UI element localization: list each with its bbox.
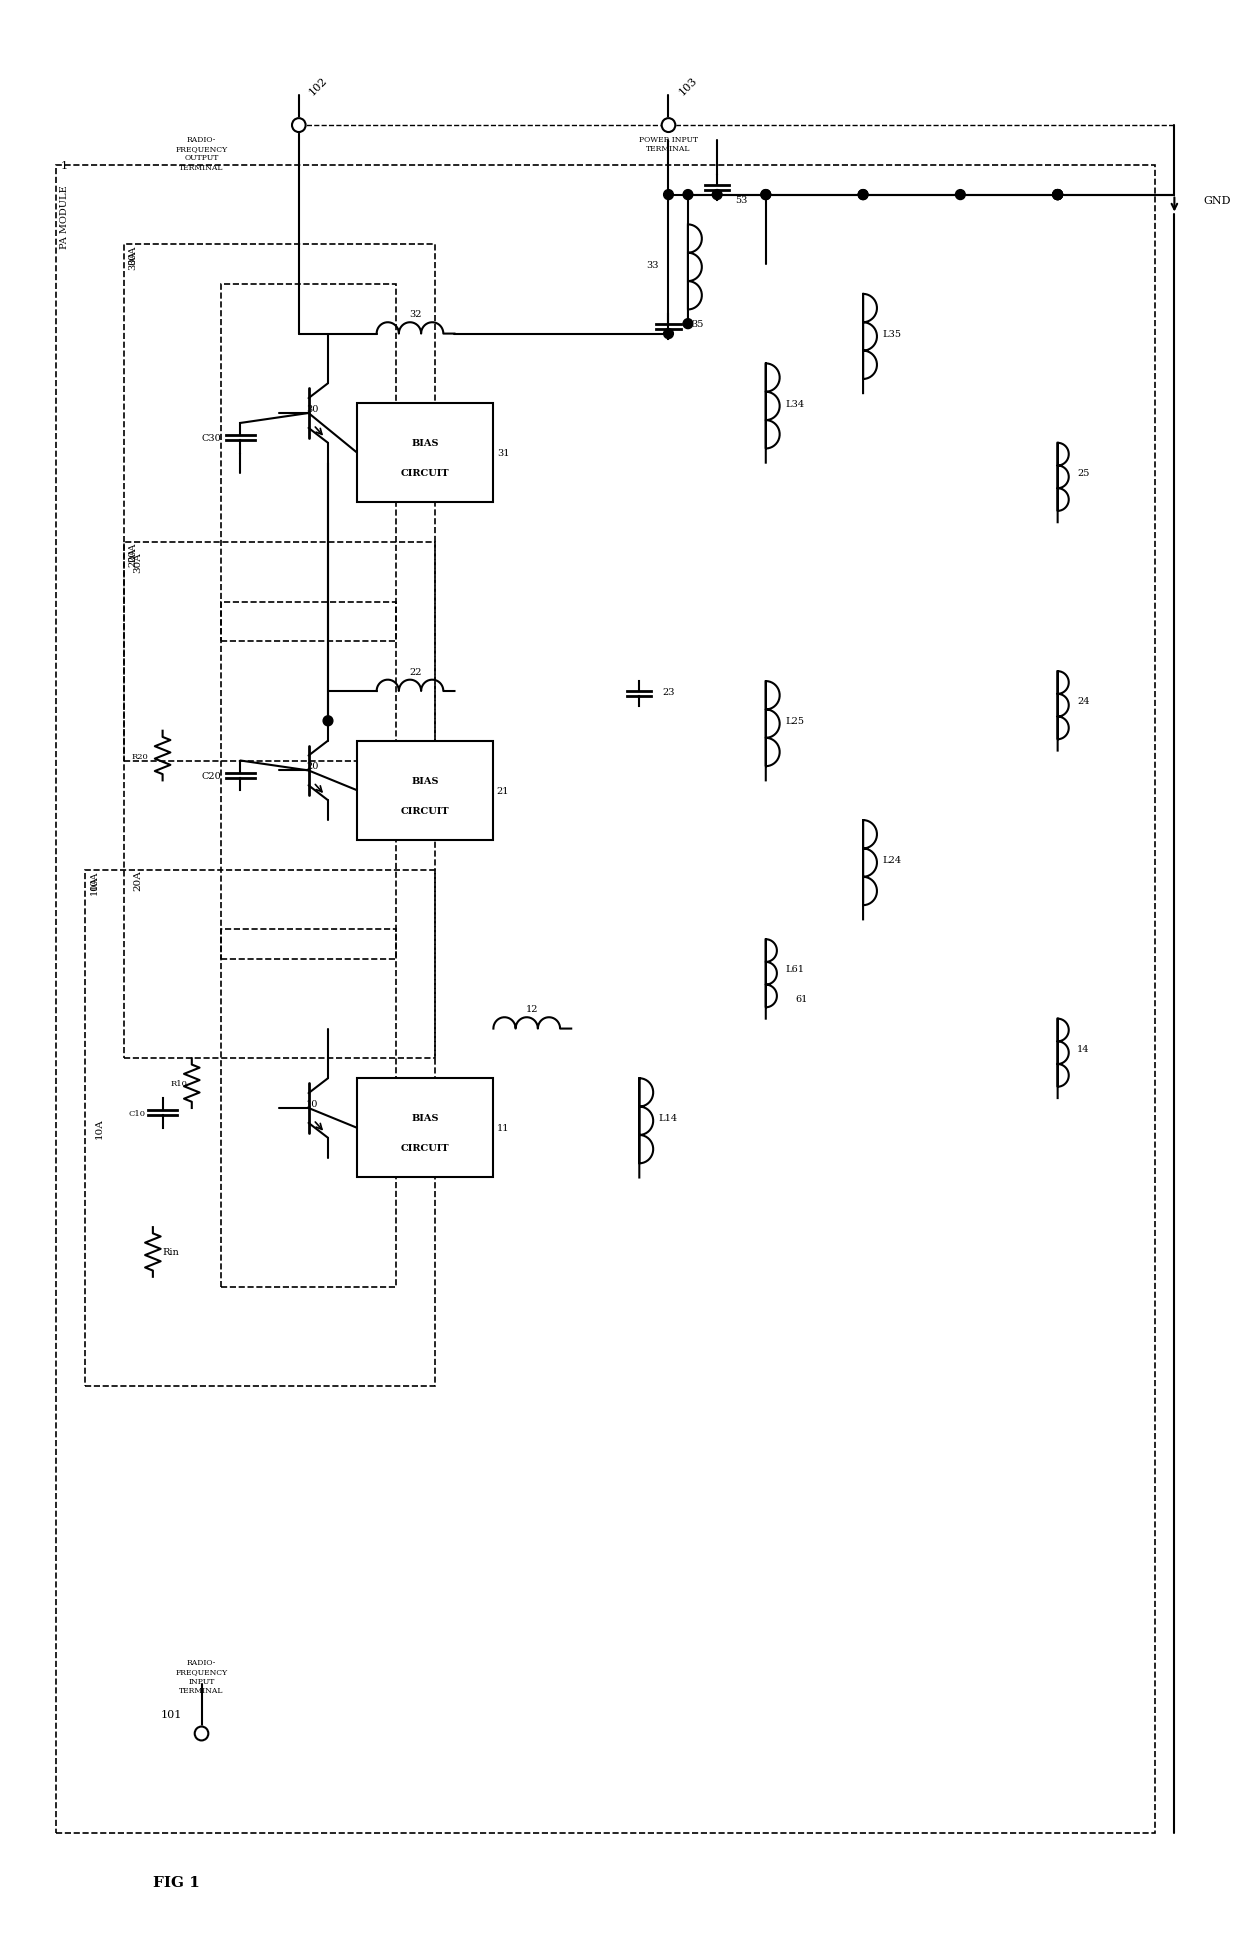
Circle shape	[663, 190, 673, 200]
Text: 22: 22	[409, 667, 422, 677]
Text: L14: L14	[658, 1113, 678, 1123]
Text: 23: 23	[662, 686, 675, 696]
Text: 32: 32	[409, 310, 422, 320]
Circle shape	[761, 190, 770, 200]
Text: 31: 31	[497, 450, 510, 458]
Circle shape	[712, 190, 722, 200]
Circle shape	[858, 190, 868, 200]
Text: 30: 30	[306, 405, 319, 413]
Text: CIRCUIT: CIRCUIT	[401, 807, 450, 814]
Circle shape	[1053, 190, 1063, 200]
Bar	[56, 165, 1154, 1832]
Text: 14: 14	[1078, 1045, 1090, 1053]
Text: C20: C20	[201, 772, 221, 781]
Text: 20A: 20A	[129, 547, 138, 566]
Text: PA MODULE: PA MODULE	[61, 186, 69, 250]
Bar	[221, 603, 396, 960]
Bar	[221, 285, 396, 642]
Bar	[357, 403, 494, 502]
Text: 30A: 30A	[129, 250, 138, 270]
Circle shape	[195, 1726, 208, 1741]
Text: 24: 24	[1078, 698, 1090, 706]
Text: 11: 11	[497, 1125, 510, 1132]
Text: 35: 35	[692, 320, 704, 330]
Circle shape	[858, 190, 868, 200]
Circle shape	[663, 330, 673, 339]
Bar	[84, 871, 435, 1386]
Bar	[221, 931, 396, 1287]
Text: 53: 53	[735, 196, 748, 206]
Text: L24: L24	[883, 855, 901, 865]
Text: 102: 102	[308, 76, 330, 97]
Circle shape	[761, 190, 770, 200]
Text: BIAS: BIAS	[412, 438, 439, 448]
Circle shape	[324, 715, 332, 727]
Bar	[357, 741, 494, 840]
Text: C10: C10	[129, 1109, 145, 1117]
Text: BIAS: BIAS	[412, 1113, 439, 1123]
Text: 30A: 30A	[134, 553, 143, 574]
Bar	[124, 543, 435, 1059]
Circle shape	[1053, 190, 1063, 200]
Text: 10A: 10A	[94, 1119, 103, 1138]
Text: L25: L25	[785, 717, 805, 725]
Text: 12: 12	[526, 1004, 538, 1014]
Text: C30: C30	[201, 434, 221, 444]
Text: R10: R10	[170, 1080, 187, 1088]
Text: 20: 20	[306, 762, 319, 770]
Text: RADIO-
FREQUENCY
INPUT
TERMINAL: RADIO- FREQUENCY INPUT TERMINAL	[175, 1658, 228, 1695]
Text: 101: 101	[161, 1708, 182, 1718]
Bar	[357, 1078, 494, 1177]
Text: GND: GND	[1204, 196, 1231, 206]
Text: CIRCUIT: CIRCUIT	[401, 1144, 450, 1152]
Text: 20A: 20A	[134, 871, 143, 890]
Text: RADIO-
FREQUENCY
OUTPUT
TERMINAL: RADIO- FREQUENCY OUTPUT TERMINAL	[175, 136, 228, 171]
Text: BIAS: BIAS	[412, 776, 439, 785]
Text: 10A: 10A	[89, 871, 99, 890]
Text: POWER INPUT
TERMINAL: POWER INPUT TERMINAL	[639, 136, 698, 153]
Text: Rin: Rin	[162, 1249, 180, 1256]
Text: FIG 1: FIG 1	[153, 1875, 200, 1889]
Text: CIRCUIT: CIRCUIT	[401, 469, 450, 477]
Text: 30A: 30A	[129, 244, 138, 264]
Text: 1: 1	[61, 161, 67, 171]
Text: L34: L34	[785, 399, 805, 409]
Text: 10A: 10A	[89, 874, 99, 894]
Text: R20: R20	[131, 752, 148, 760]
Circle shape	[956, 190, 965, 200]
Text: 25: 25	[1078, 469, 1090, 477]
Circle shape	[683, 320, 693, 330]
Bar	[124, 244, 435, 762]
Text: 21: 21	[497, 787, 510, 795]
Text: 10: 10	[306, 1099, 319, 1107]
Text: 20A: 20A	[129, 543, 138, 562]
Circle shape	[1053, 190, 1063, 200]
Circle shape	[662, 118, 676, 134]
Text: 61: 61	[795, 995, 807, 1004]
Text: L61: L61	[785, 966, 805, 973]
Text: L35: L35	[883, 330, 901, 339]
Circle shape	[1053, 190, 1063, 200]
Circle shape	[291, 118, 305, 134]
Text: 103: 103	[677, 76, 699, 97]
Text: 33: 33	[646, 260, 658, 270]
Circle shape	[683, 190, 693, 200]
